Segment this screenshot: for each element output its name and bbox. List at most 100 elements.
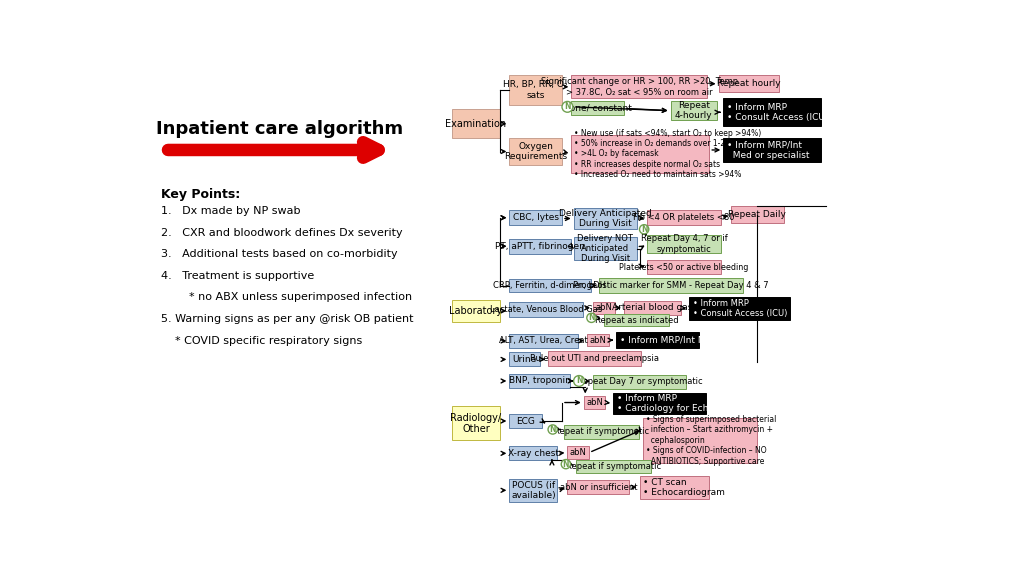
FancyBboxPatch shape xyxy=(731,206,783,223)
Text: None/ constant: None/ constant xyxy=(563,104,632,113)
Text: N: N xyxy=(562,460,569,469)
FancyBboxPatch shape xyxy=(689,297,790,320)
Text: Fib <4 OR platelets <80: Fib <4 OR platelets <80 xyxy=(633,213,735,222)
FancyBboxPatch shape xyxy=(593,375,686,389)
Text: • Inform MRP
• Consult Access (ICU): • Inform MRP • Consult Access (ICU) xyxy=(727,103,828,122)
Text: 2.   CXR and bloodwork defines Dx severity: 2. CXR and bloodwork defines Dx severity xyxy=(161,228,402,238)
FancyBboxPatch shape xyxy=(509,334,578,348)
Text: N: N xyxy=(588,313,595,323)
FancyBboxPatch shape xyxy=(509,353,541,366)
Text: POCUS (if
available): POCUS (if available) xyxy=(511,480,556,500)
FancyBboxPatch shape xyxy=(452,109,500,138)
Text: abN or insufficient: abN or insufficient xyxy=(560,483,637,492)
Text: Repeat hourly: Repeat hourly xyxy=(717,79,780,88)
Text: Repeat if symptomatic: Repeat if symptomatic xyxy=(566,462,662,471)
FancyBboxPatch shape xyxy=(571,75,707,98)
Text: HR, BP, RR, O₂
sats: HR, BP, RR, O₂ sats xyxy=(504,80,568,100)
Circle shape xyxy=(562,101,572,112)
FancyBboxPatch shape xyxy=(647,210,721,225)
FancyBboxPatch shape xyxy=(452,300,500,321)
Circle shape xyxy=(587,313,596,323)
FancyBboxPatch shape xyxy=(571,101,624,115)
FancyBboxPatch shape xyxy=(509,138,562,165)
Text: 4.   Treatment is supportive: 4. Treatment is supportive xyxy=(161,271,313,281)
Text: Inpatient care algorithm: Inpatient care algorithm xyxy=(156,120,402,138)
Text: Repeat as indicated: Repeat as indicated xyxy=(595,316,678,325)
Text: Key Points:: Key Points: xyxy=(161,188,240,202)
Text: CBC, lytes: CBC, lytes xyxy=(513,213,559,222)
FancyBboxPatch shape xyxy=(723,98,821,126)
Text: X-ray chest: X-ray chest xyxy=(508,449,559,458)
Text: Rule out UTI and preeclampsia: Rule out UTI and preeclampsia xyxy=(530,354,659,363)
FancyBboxPatch shape xyxy=(509,238,571,254)
Text: Oxygen
Requirements: Oxygen Requirements xyxy=(504,142,567,161)
Text: • Inform MRP
• Consult Access (ICU): • Inform MRP • Consult Access (ICU) xyxy=(693,299,787,319)
FancyBboxPatch shape xyxy=(567,446,589,458)
FancyBboxPatch shape xyxy=(593,302,614,314)
Text: abN: abN xyxy=(589,336,606,344)
Text: Delivery Anticipated
During Visit: Delivery Anticipated During Visit xyxy=(559,209,651,228)
Text: Radiology/
Other: Radiology/ Other xyxy=(451,412,502,434)
FancyBboxPatch shape xyxy=(509,374,569,388)
Circle shape xyxy=(573,376,585,386)
FancyBboxPatch shape xyxy=(509,479,557,502)
Text: Laboratory: Laboratory xyxy=(450,306,503,316)
Text: Urine: Urine xyxy=(513,355,537,364)
Text: • Inform MRP
• Cardiology for Echo: • Inform MRP • Cardiology for Echo xyxy=(617,393,714,413)
Text: BNP, troponin: BNP, troponin xyxy=(509,377,570,385)
Text: Arterial blood gas: Arterial blood gas xyxy=(612,304,692,312)
Text: Repeat Day 7 or symptomatic: Repeat Day 7 or symptomatic xyxy=(577,377,702,386)
Text: abN: abN xyxy=(569,448,587,457)
Text: PT, aPTT, fibrinogen: PT, aPTT, fibrinogen xyxy=(496,242,586,251)
Text: Repeat Daily: Repeat Daily xyxy=(728,210,786,219)
Text: ALT, AST, Urea, Creat: ALT, AST, Urea, Creat xyxy=(499,336,588,346)
FancyBboxPatch shape xyxy=(671,101,717,120)
Circle shape xyxy=(561,460,570,469)
FancyBboxPatch shape xyxy=(452,407,500,440)
FancyBboxPatch shape xyxy=(509,302,583,317)
Text: ECG: ECG xyxy=(516,416,535,426)
FancyBboxPatch shape xyxy=(604,314,669,326)
Text: * no ABX unless superimposed infection: * no ABX unless superimposed infection xyxy=(161,293,412,302)
Text: • CT scan
• Echocardiogram: • CT scan • Echocardiogram xyxy=(643,478,725,497)
FancyBboxPatch shape xyxy=(563,425,639,439)
Text: • New use (if sats <94%, start O₂ to keep >94%)
• 50% increase in O₂ demands ove: • New use (if sats <94%, start O₂ to kee… xyxy=(574,128,762,179)
FancyBboxPatch shape xyxy=(640,476,710,499)
FancyBboxPatch shape xyxy=(509,75,562,104)
FancyBboxPatch shape xyxy=(624,301,681,314)
FancyBboxPatch shape xyxy=(647,234,721,253)
Text: Delivery NOT
Anticipated
During Visit: Delivery NOT Anticipated During Visit xyxy=(578,234,633,263)
FancyBboxPatch shape xyxy=(587,334,608,346)
Text: 5. Warning signs as per any @risk OB patient: 5. Warning signs as per any @risk OB pat… xyxy=(161,314,413,324)
Circle shape xyxy=(640,225,649,234)
Text: Prognostic marker for SMM - Repeat Day 4 & 7: Prognostic marker for SMM - Repeat Day 4… xyxy=(573,281,769,290)
FancyBboxPatch shape xyxy=(613,392,707,414)
FancyBboxPatch shape xyxy=(509,414,542,428)
FancyBboxPatch shape xyxy=(509,210,562,225)
FancyBboxPatch shape xyxy=(719,75,779,92)
Text: N: N xyxy=(550,425,556,434)
FancyBboxPatch shape xyxy=(509,446,557,460)
FancyBboxPatch shape xyxy=(571,135,710,173)
Text: * COVID specific respiratory signs: * COVID specific respiratory signs xyxy=(161,336,361,346)
Text: • Signs of superimposed bacterial
  infection – Start azithromycin +
  cephalosp: • Signs of superimposed bacterial infect… xyxy=(646,415,776,465)
Circle shape xyxy=(548,425,557,434)
FancyBboxPatch shape xyxy=(509,279,591,293)
Text: N: N xyxy=(641,225,647,234)
Text: Repeat if symptomatic: Repeat if symptomatic xyxy=(554,427,648,436)
FancyBboxPatch shape xyxy=(616,332,699,348)
Text: • Inform MRP/Int Med: • Inform MRP/Int Med xyxy=(621,336,717,344)
Text: 1.   Dx made by NP swab: 1. Dx made by NP swab xyxy=(161,206,300,216)
Text: Significant change or HR > 100, RR >20, Temp
> 37.8C, O₂ sat < 95% on room air: Significant change or HR > 100, RR >20, … xyxy=(541,77,737,97)
FancyBboxPatch shape xyxy=(647,260,721,274)
Text: N: N xyxy=(575,377,583,385)
Text: Repeat Day 4, 7 or if
symptomatic: Repeat Day 4, 7 or if symptomatic xyxy=(641,234,727,253)
Text: abN: abN xyxy=(595,304,612,312)
Text: • Inform MRP/Int
  Med or specialist: • Inform MRP/Int Med or specialist xyxy=(727,141,810,160)
FancyBboxPatch shape xyxy=(575,460,651,473)
FancyBboxPatch shape xyxy=(573,209,637,229)
FancyBboxPatch shape xyxy=(643,418,758,463)
Text: 3.   Additional tests based on co-morbidity: 3. Additional tests based on co-morbidit… xyxy=(161,249,397,259)
FancyBboxPatch shape xyxy=(584,396,605,409)
FancyBboxPatch shape xyxy=(599,278,742,293)
